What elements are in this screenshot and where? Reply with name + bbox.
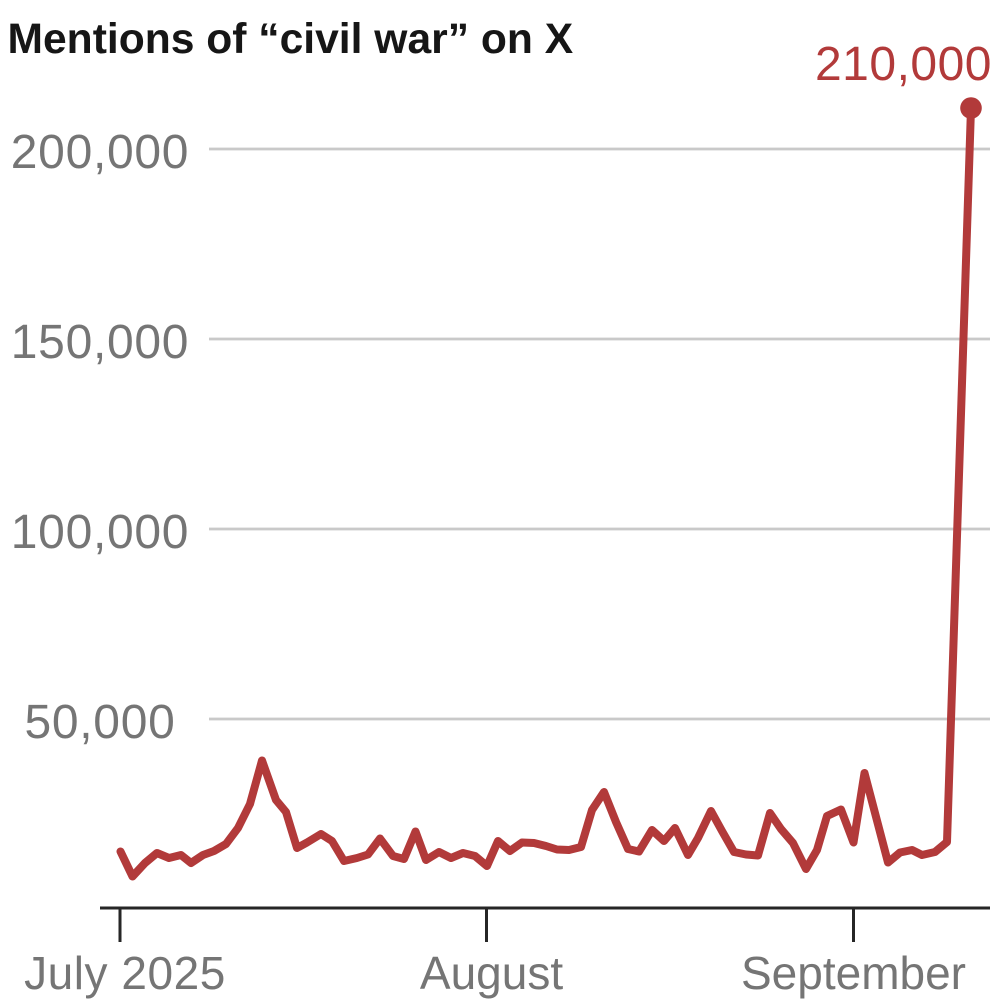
svg-text:200,000: 200,000: [11, 126, 189, 179]
svg-text:210,000: 210,000: [815, 38, 992, 91]
svg-text:150,000: 150,000: [11, 316, 189, 369]
svg-text:September: September: [741, 947, 966, 999]
svg-text:100,000: 100,000: [11, 506, 189, 559]
svg-text:July 2025: July 2025: [24, 947, 226, 999]
svg-text:50,000: 50,000: [24, 696, 175, 749]
svg-text:August: August: [420, 947, 563, 999]
svg-text:Mentions of “civil war” on X: Mentions of “civil war” on X: [8, 15, 574, 63]
